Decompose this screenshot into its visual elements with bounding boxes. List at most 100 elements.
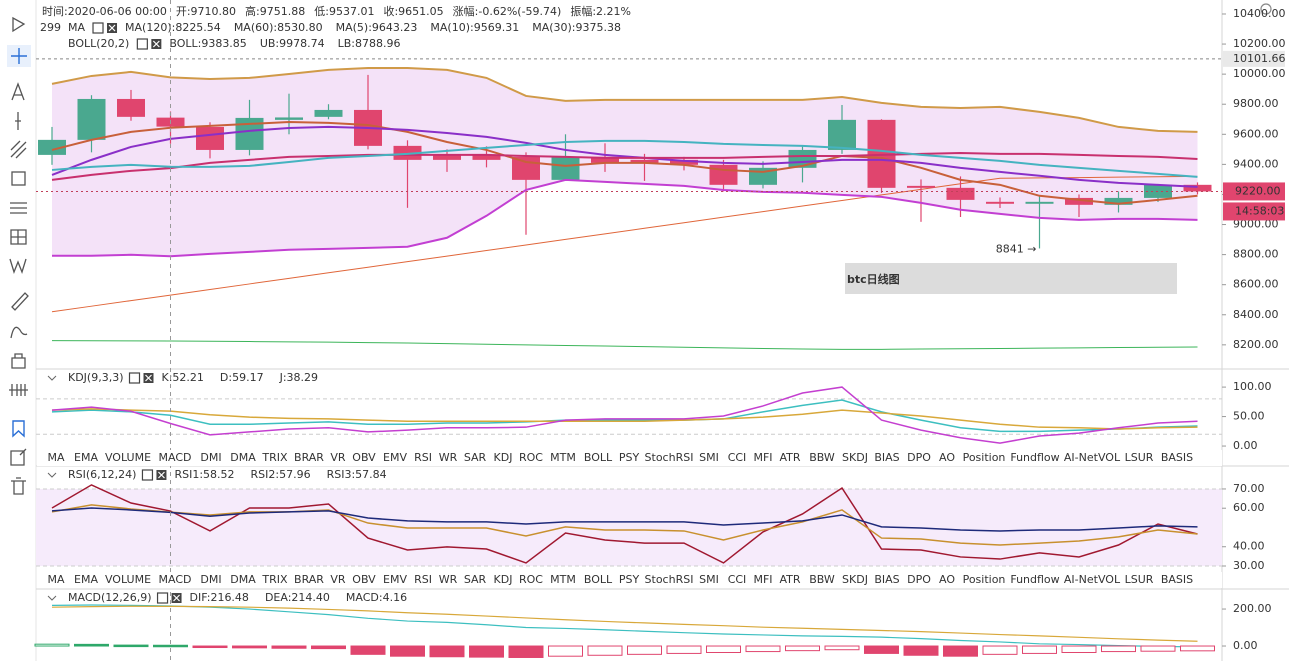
settings-button[interactable]: [128, 372, 141, 384]
ruler-tool[interactable]: [11, 292, 29, 311]
indicator-tab[interactable]: Position: [963, 573, 1006, 586]
indicator-tab[interactable]: BASIS: [1161, 573, 1193, 586]
indicator-tab[interactable]: PSY: [619, 451, 640, 464]
indicator-tab[interactable]: MFI: [753, 573, 772, 586]
collapse-icon[interactable]: [47, 375, 57, 381]
indicator-tab[interactable]: VR: [330, 451, 346, 464]
indicator-tab[interactable]: Position: [963, 451, 1006, 464]
indicator-tab[interactable]: MACD: [159, 573, 192, 586]
indicator-tab[interactable]: Fundflow: [1010, 573, 1059, 586]
indicator-tab[interactable]: SMI: [699, 451, 719, 464]
indicator-tab[interactable]: DPO: [907, 451, 931, 464]
indicator-tab[interactable]: ATR: [779, 573, 800, 586]
indicator-tab[interactable]: BIAS: [874, 451, 899, 464]
indicator-tab[interactable]: BRAR: [294, 573, 324, 586]
bookmark-tool[interactable]: [12, 420, 25, 438]
collapse-icon[interactable]: [47, 472, 57, 478]
indicator-tab[interactable]: WR: [439, 573, 458, 586]
indicator-tab[interactable]: OBV: [352, 573, 376, 586]
trend-tool[interactable]: [10, 140, 27, 159]
settings-button[interactable]: [136, 38, 148, 50]
indicator-tab[interactable]: MA: [47, 573, 64, 586]
indicator-tab[interactable]: CCI: [728, 451, 747, 464]
crosshair-tool[interactable]: [11, 48, 27, 64]
indicator-tab[interactable]: AI-NetVOL: [1064, 451, 1121, 464]
measure-tool[interactable]: [9, 384, 28, 396]
indicator-tab[interactable]: RSI: [414, 451, 432, 464]
indicator-tab[interactable]: MTM: [550, 573, 576, 586]
indicator-tab[interactable]: KDJ: [494, 573, 513, 586]
indicator-tab[interactable]: EMV: [383, 573, 407, 586]
indicator-tab[interactable]: TRIX: [261, 573, 288, 586]
indicator-tab[interactable]: DPO: [907, 573, 931, 586]
indicator-tab[interactable]: BIAS: [874, 573, 899, 586]
indicator-tab[interactable]: BOLL: [584, 451, 613, 464]
indicator-tab[interactable]: ATR: [779, 451, 800, 464]
indicator-tab[interactable]: MACD: [159, 451, 192, 464]
indicator-tab[interactable]: VR: [330, 573, 346, 586]
settings-icon[interactable]: [1260, 3, 1272, 15]
fib-tool[interactable]: [10, 202, 27, 214]
settings-button[interactable]: [156, 592, 169, 604]
indicator-tab[interactable]: SKDJ: [842, 451, 868, 464]
indicator-tab[interactable]: TRIX: [261, 451, 288, 464]
indicator-tab[interactable]: DMA: [230, 451, 256, 464]
indicator-tab[interactable]: SAR: [464, 451, 487, 464]
indicator-tab[interactable]: VOLUME: [105, 573, 151, 586]
delete-tool[interactable]: [11, 477, 26, 495]
indicator-tab[interactable]: BOLL: [584, 573, 613, 586]
indicator-tab[interactable]: BBW: [809, 451, 835, 464]
indicator-tab[interactable]: VOLUME: [105, 451, 151, 464]
indicator-tab[interactable]: StochRSI: [645, 451, 694, 464]
indicator-tab[interactable]: WR: [439, 451, 458, 464]
indicator-tab[interactable]: EMA: [74, 573, 98, 586]
marked-price-box: [1223, 50, 1285, 67]
indicator-line: [52, 178, 1198, 258]
indicator-tab[interactable]: StochRSI: [645, 573, 694, 586]
indicator-tab[interactable]: LSUR: [1125, 573, 1154, 586]
pointer-tool[interactable]: [12, 16, 26, 33]
settings-button[interactable]: [141, 469, 154, 481]
indicator-tab[interactable]: LSUR: [1125, 451, 1154, 464]
vertical-line-tool[interactable]: [15, 112, 21, 130]
settings-button[interactable]: [92, 22, 104, 34]
pattern-tool[interactable]: [9, 258, 27, 274]
indicator-tab[interactable]: BBW: [809, 573, 835, 586]
indicator-tab[interactable]: AO: [939, 573, 955, 586]
indicator-tab[interactable]: BASIS: [1161, 451, 1193, 464]
edit-tool[interactable]: [10, 448, 27, 466]
settings-icon-ring[interactable]: [1260, 3, 1272, 15]
grid-tool[interactable]: [10, 229, 27, 245]
indicator-tab[interactable]: EMV: [383, 451, 407, 464]
rect-tool[interactable]: [11, 171, 26, 186]
indicator-tab[interactable]: MA: [47, 451, 64, 464]
lock-tool[interactable]: [11, 353, 26, 369]
indicator-tab[interactable]: SKDJ: [842, 573, 868, 586]
indicator-tab[interactable]: AI-NetVOL: [1064, 573, 1121, 586]
indicator-tab[interactable]: ROC: [519, 573, 543, 586]
indicator-tab[interactable]: MTM: [550, 451, 576, 464]
indicator-tab[interactable]: AO: [939, 451, 955, 464]
indicator-tab[interactable]: DMI: [200, 451, 221, 464]
legend-entry: MA(120):8225.54: [125, 21, 221, 34]
indicator-tab[interactable]: MFI: [753, 451, 772, 464]
indicator-tab[interactable]: SAR: [464, 573, 487, 586]
indicator-tab[interactable]: DMI: [200, 573, 221, 586]
candle-body: [1065, 197, 1093, 205]
text-tool[interactable]: [11, 82, 25, 101]
indicator-tab[interactable]: OBV: [352, 451, 376, 464]
indicator-tab[interactable]: PSY: [619, 573, 640, 586]
indicator-tab[interactable]: DMA: [230, 573, 256, 586]
indicator-tab[interactable]: EMA: [74, 451, 98, 464]
indicator-tab[interactable]: Fundflow: [1010, 451, 1059, 464]
indicator-tab[interactable]: CCI: [728, 573, 747, 586]
indicator-tab[interactable]: ROC: [519, 451, 543, 464]
indicator-tab[interactable]: SMI: [699, 573, 719, 586]
collapse-icon[interactable]: [47, 595, 57, 601]
candle-body: [630, 159, 659, 163]
indicator-tab[interactable]: RSI: [414, 573, 432, 586]
indicator-tab[interactable]: BRAR: [294, 451, 324, 464]
indicator-tab[interactable]: KDJ: [494, 451, 513, 464]
brush-tool[interactable]: [10, 326, 28, 339]
